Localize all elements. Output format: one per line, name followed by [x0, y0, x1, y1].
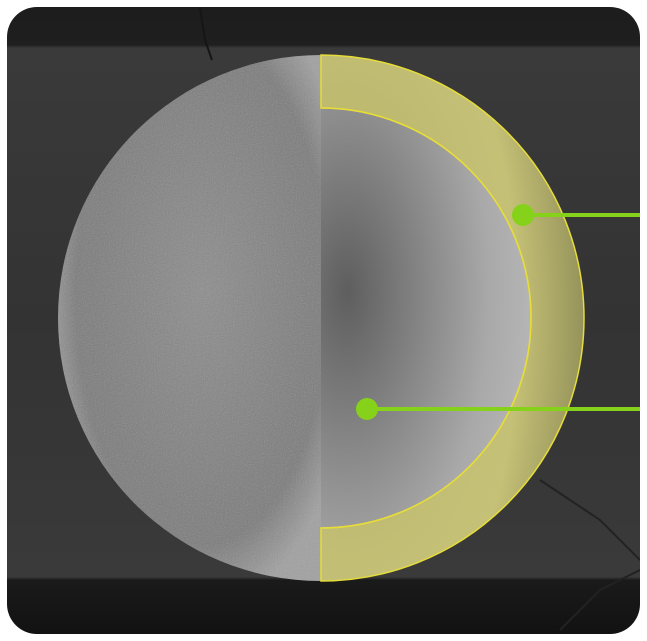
core-boundary — [320, 107, 532, 529]
leader-dot — [356, 398, 378, 420]
leader-dot — [512, 204, 534, 226]
crack — [199, 7, 213, 61]
crack — [539, 479, 640, 631]
sphere-surface — [58, 55, 321, 581]
